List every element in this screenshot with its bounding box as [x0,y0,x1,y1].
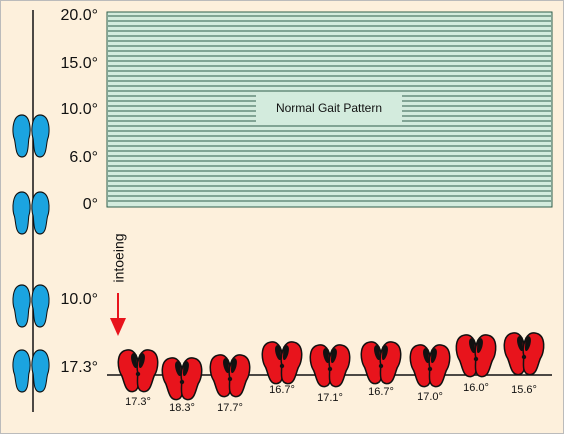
scale-label: 10.0° [60,291,98,308]
pressure-spot [138,353,145,368]
pressure-spot [230,358,237,373]
red-foot [207,352,235,399]
trial-label: 16.7° [368,386,394,398]
red-foot [425,342,453,389]
trial-label: 17.1° [317,392,343,404]
pressure-spot [517,336,524,351]
pressure-spot [430,348,437,363]
red-foot [115,347,143,394]
box-label-bg [256,95,402,122]
center-dot [135,371,141,377]
red-foot [133,347,161,394]
pressure-spot [374,345,381,360]
trial-label: 17.3° [125,396,151,408]
trial-label: 16.0° [463,382,489,394]
foot-pair [115,347,161,394]
pressure-spot [282,345,289,360]
pressure-spot [223,358,230,373]
pressure-spot [330,348,337,363]
red-foot [376,339,404,386]
red-foot [453,332,481,379]
red-foot [471,332,499,379]
center-dot [473,356,479,362]
red-feet [115,330,547,402]
scale-label: 15.0° [60,55,98,72]
trial-label: 17.0° [417,391,443,403]
red-foot [177,355,205,402]
center-dot [521,354,527,360]
pressure-spot [323,348,330,363]
trial-label: 16.7° [269,384,295,396]
scale-label: 17.3° [60,359,98,376]
foot-pair [453,332,499,379]
scale-label: 6.0° [69,149,98,166]
arrow-label: intoeing [111,233,127,282]
foot-pair [358,339,404,386]
red-foot [325,342,353,389]
trial-label: 18.3° [169,402,195,414]
red-foot [307,342,335,389]
foot-pair [207,352,253,399]
red-foot [259,339,287,386]
pressure-spot [175,361,182,376]
trial-label: 17.7° [217,402,243,414]
arrow-head [110,318,126,336]
center-dot [427,366,433,372]
pressure-spot [524,336,531,351]
foot-pair [307,342,353,389]
pressure-spot [476,338,483,353]
red-foot [159,355,187,402]
pressure-spot [131,353,138,368]
scale-label: 20.0° [60,7,98,24]
foot-pair [407,342,453,389]
scale-label: 0° [83,196,98,213]
pressure-spot [381,345,388,360]
center-dot [378,363,384,369]
box-label: Normal Gait Pattern [276,101,382,115]
pressure-spot [469,338,476,353]
pressure-spot [423,348,430,363]
red-foot [501,330,529,377]
red-foot [407,342,435,389]
pressure-spot [275,345,282,360]
stripes [108,15,551,202]
scale-label: 10.0° [60,101,98,118]
red-foot [277,339,305,386]
center-dot [327,366,333,372]
pressure-spot [182,361,189,376]
foot-pair [259,339,305,386]
center-dot [279,363,285,369]
foot-pair [159,355,205,402]
trial-label: 15.6° [511,384,537,396]
center-dot [179,379,185,385]
center-dot [227,376,233,382]
red-foot [225,352,253,399]
foot-pair [501,330,547,377]
red-foot [519,330,547,377]
red-foot [358,339,386,386]
